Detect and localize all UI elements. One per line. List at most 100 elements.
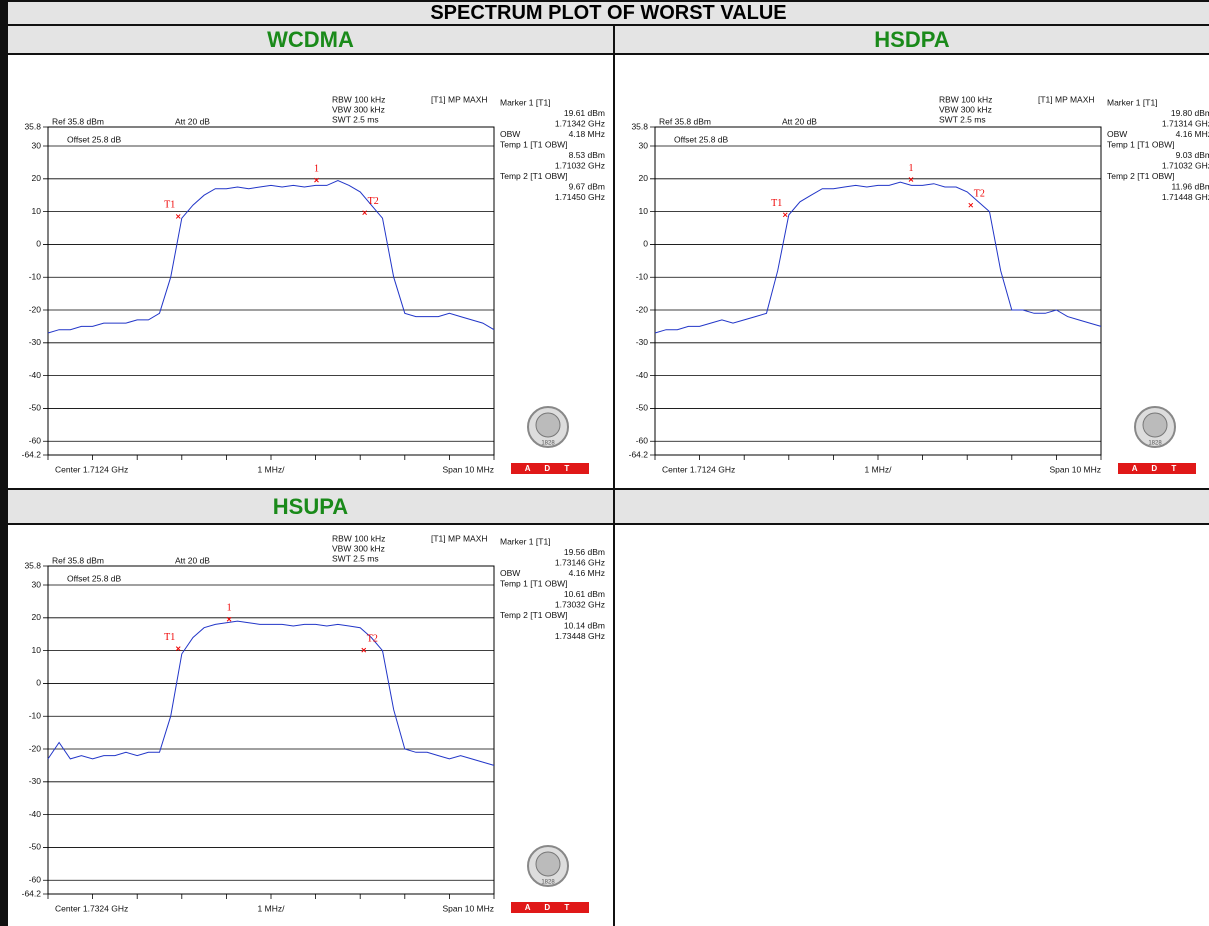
y-tick-label: 10	[32, 645, 42, 655]
y-tick-label: -60	[636, 435, 649, 445]
seal-year: 1828	[541, 880, 555, 886]
y-tick-label: 20	[32, 173, 42, 183]
y-tick-label: 30	[32, 579, 42, 589]
offset: Offset 25.8 dB	[67, 134, 122, 144]
trace-mode: [T1] MP MAXH	[1038, 94, 1095, 104]
marker	[362, 210, 368, 216]
readout-label: Marker 1 [T1]	[1107, 97, 1158, 107]
marker-label: 1	[227, 603, 232, 614]
y-tick-label: -20	[29, 304, 42, 314]
y-tick-label: -60	[29, 435, 42, 445]
y-tick-label: -40	[29, 809, 42, 819]
y-tick-label: 30	[32, 140, 42, 150]
readout-label: Temp 2 [T1 OBW]	[1107, 171, 1175, 181]
brand: A D T	[1132, 464, 1183, 473]
y-tick-label: -30	[29, 337, 42, 347]
readout-value: 19.61 dBm	[564, 108, 605, 118]
readout-value: 4.18 MHz	[569, 129, 605, 139]
center-label: Center 1.7324 GHz	[55, 903, 128, 913]
y-tick-label: -10	[636, 271, 649, 281]
plot-group: 35.8 30 20 10 0 -10 -20 -30 -40 -50 -60 -64.2 RBW 10…	[22, 533, 605, 913]
y-tick-label: -50	[636, 403, 649, 413]
brand-bar	[511, 902, 589, 913]
readout-value: 1.73032 GHz	[555, 599, 605, 609]
setting: VBW 300 kHz	[332, 104, 385, 114]
y-tick-label: 30	[639, 140, 649, 150]
brand-bar	[1118, 463, 1196, 474]
readout-label: Temp 2 [T1 OBW]	[500, 610, 568, 620]
readout-label: OBW	[1107, 129, 1127, 139]
trace-mode: [T1] MP MAXH	[431, 94, 488, 104]
marker-label: T1	[164, 200, 175, 211]
y-tick-label: -64.2	[22, 449, 42, 459]
y-tick-label: 35.8	[631, 121, 648, 131]
setting: SWT 2.5 ms	[332, 114, 379, 124]
readout-value: 10.14 dBm	[564, 620, 605, 630]
panel: 35.8 30 20 10 0 -10 -20 -30 -40 -50 -60 -64.2 RBW 10…	[8, 55, 613, 488]
seal-year: 1828	[1148, 441, 1162, 447]
marker-label: T2	[368, 196, 379, 207]
readout-value: 1.71032 GHz	[1162, 160, 1209, 170]
plot-frame	[654, 126, 1102, 456]
marker	[314, 177, 319, 183]
marker-label: T2	[974, 188, 985, 199]
setting: SWT 2.5 ms	[939, 114, 986, 124]
division-label: 1 MHz/	[258, 464, 286, 474]
center-label: Center 1.7124 GHz	[55, 464, 128, 474]
y-tick-label: -64.2	[22, 888, 42, 898]
panel-header: WCDMA	[8, 26, 613, 53]
readout-value: 1.71314 GHz	[1162, 118, 1209, 128]
plot-group: 35.8 30 20 10 0 -10 -20 -30 -40 -50 -60 -64.2 RBW 10…	[22, 94, 605, 474]
empty-header	[615, 490, 1209, 523]
y-tick-label: -50	[29, 842, 42, 852]
center-label: Center 1.7124 GHz	[662, 464, 735, 474]
y-tick-label: -50	[29, 403, 42, 413]
offset: Offset 25.8 dB	[67, 573, 122, 583]
trace	[47, 179, 495, 334]
marker-label: 1	[909, 163, 914, 174]
trace	[47, 620, 495, 766]
spectrum-plot: 35.8 30 20 10 0 -10 -20 -30 -40 -50 -60 -64.2 RBW 10…	[22, 533, 605, 913]
readout-value: 4.16 MHz	[1176, 129, 1209, 139]
y-tick-label: 0	[36, 239, 41, 249]
marker-label: 1	[314, 163, 319, 174]
readout-value: 1.71450 GHz	[555, 192, 605, 202]
plot-frame	[47, 126, 495, 456]
readout-label: Temp 1 [T1 OBW]	[500, 578, 568, 588]
y-tick-label: 20	[32, 612, 42, 622]
span-label: Span 10 MHz	[443, 464, 495, 474]
offset: Offset 25.8 dB	[674, 134, 729, 144]
marker-label: T1	[164, 632, 175, 643]
y-tick-label: -10	[29, 271, 42, 281]
readout-value: 19.56 dBm	[564, 547, 605, 557]
y-tick-label: 10	[32, 206, 42, 216]
readout-label: Marker 1 [T1]	[500, 536, 551, 546]
setting: RBW 100 kHz	[332, 533, 385, 543]
y-tick-label: -40	[636, 370, 649, 380]
setting: VBW 300 kHz	[939, 104, 992, 114]
readout-value: 1.73146 GHz	[555, 557, 605, 567]
marker-label: T2	[367, 633, 378, 644]
ref-level: Ref 35.8 dBm	[52, 555, 104, 565]
brand-bar	[511, 463, 589, 474]
attenuation: Att 20 dB	[175, 555, 210, 565]
readout-value: 8.53 dBm	[569, 150, 605, 160]
marker	[782, 212, 788, 218]
panel-header: HSUPA	[8, 490, 613, 523]
setting: VBW 300 kHz	[332, 543, 385, 553]
y-tick-label: 0	[36, 678, 41, 688]
readout-label: Temp 2 [T1 OBW]	[500, 171, 568, 181]
readout-label: OBW	[500, 129, 520, 139]
division-label: 1 MHz/	[865, 464, 893, 474]
spectrum-plot: 35.8 30 20 10 0 -10 -20 -30 -40 -50 -60 -64.2 RBW 10…	[22, 94, 605, 474]
marker	[175, 214, 181, 219]
readout-value: 4.16 MHz	[569, 568, 605, 578]
page-title: SPECTRUM PLOT OF WORST VALUE	[8, 2, 1209, 24]
panel-header: HSDPA	[615, 26, 1209, 53]
seal-year: 1828	[541, 441, 555, 447]
plot-group: 35.8 30 20 10 0 -10 -20 -30 -40 -50 -60 -64.2 RBW 10…	[629, 94, 1209, 474]
brand: A D T	[525, 903, 576, 912]
y-tick-label: -10	[29, 710, 42, 720]
readout-value: 11.96 dBm	[1172, 181, 1209, 191]
